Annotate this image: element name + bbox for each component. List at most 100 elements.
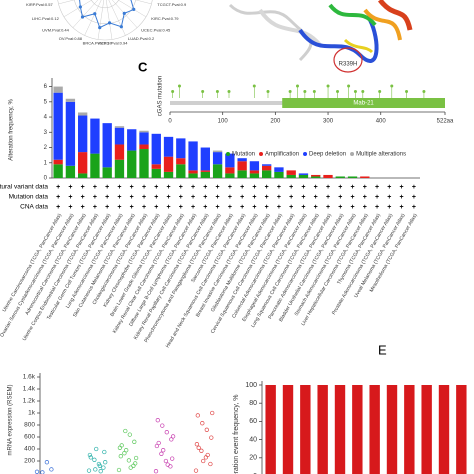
row-mark: + [265,194,269,201]
y-tick-label: 1 [44,160,48,166]
y-tick-label: 3 [44,130,48,136]
bar-segment [188,173,198,178]
x-tick-label: 400 [376,119,387,125]
lollipop-head [312,90,316,93]
row-mark: + [93,194,97,201]
point [92,457,97,462]
point [209,435,214,440]
point [133,461,138,466]
row-label: Structural variant data [0,184,48,191]
bar-segment [212,164,223,178]
point [94,446,99,452]
point [163,458,169,464]
row-mark: + [326,194,330,201]
point [103,460,108,465]
bar-segment [78,115,88,153]
bar-segment [151,133,161,165]
radar-label: KIRC.Pval:0.79 [151,16,179,21]
bar-segment [249,173,260,178]
row-mark: + [166,194,170,201]
bar-segment [249,161,260,171]
bar-segment [360,176,370,178]
lollipop-head [405,90,409,93]
point [126,458,132,463]
bar [438,385,450,474]
radar-spoke [58,0,75,5]
point [156,440,161,446]
y-tick-label: 2 [44,145,48,151]
radar-label: KIRP.Pval:0.57 [26,2,53,7]
row-mark: + [265,204,269,211]
y-tick-label: 60 [249,418,257,425]
point [165,462,170,467]
row-mark: + [338,204,342,211]
row-mark: + [179,184,183,191]
bar-segment [249,170,260,174]
row-mark: + [314,194,318,201]
bar-segment [225,153,235,168]
bar-segment [176,158,186,165]
row-mark: + [130,184,134,191]
bar-segment [188,141,198,171]
y-tick-label: 4 [44,115,48,121]
bar-segment [274,167,284,172]
row-mark: + [375,204,379,211]
y-axis-label: Alteration frequency, % [9,99,15,161]
row-mark: + [240,184,244,191]
y-tick-label: 80 [249,400,257,407]
bar-segment [274,171,284,178]
lollipop-head [227,90,231,93]
radar-ring [57,0,153,41]
bar-segment [127,129,137,151]
row-mark: + [117,194,121,201]
row-mark: + [56,184,60,191]
row-mark: + [179,204,183,211]
row-mark: + [240,204,244,211]
bar [456,385,467,474]
lollipop-head [171,90,175,93]
row-mark: + [81,194,85,201]
y-tick-label: 0 [253,473,257,474]
bar-segment [225,173,235,178]
point [205,452,210,458]
bar-segment [200,171,210,178]
domain [282,98,445,108]
lollipop-head [303,90,307,93]
bar-segment [127,150,137,178]
point [154,443,160,449]
x-tick-label: 300 [323,119,334,125]
legend-swatch [350,152,355,156]
bar [421,385,432,474]
bar-segment [65,165,76,178]
legend-label: Mutation [232,152,255,158]
lollipop-head [378,90,382,93]
bar-segment [53,92,63,160]
row-mark: + [400,184,404,191]
row-mark: + [338,194,342,201]
point [119,443,124,448]
point [210,410,215,416]
bar-segment [139,130,149,133]
point [93,467,98,472]
lollipop-head [215,90,219,93]
radar-point [93,12,97,16]
bar-segment [139,132,149,145]
bar [404,385,415,474]
radar-ring [90,0,120,9]
point [170,456,175,461]
row-mark: + [117,204,121,211]
radar-label: BRCA.Pval:0.17 [83,41,113,46]
row-mark: + [387,204,391,211]
domain-label: Mab-21 [353,101,374,107]
row-mark: + [240,194,244,201]
point [169,437,174,442]
row-label: Mutation data [9,194,49,201]
radar-label: TCGCT.Pval:0.9 [157,2,187,7]
panel-label: E [378,342,387,357]
bar-segment [78,173,88,178]
row-mark: + [216,184,220,191]
radar-point [98,26,102,30]
bar-segment [114,144,125,160]
row-mark: + [216,204,220,211]
